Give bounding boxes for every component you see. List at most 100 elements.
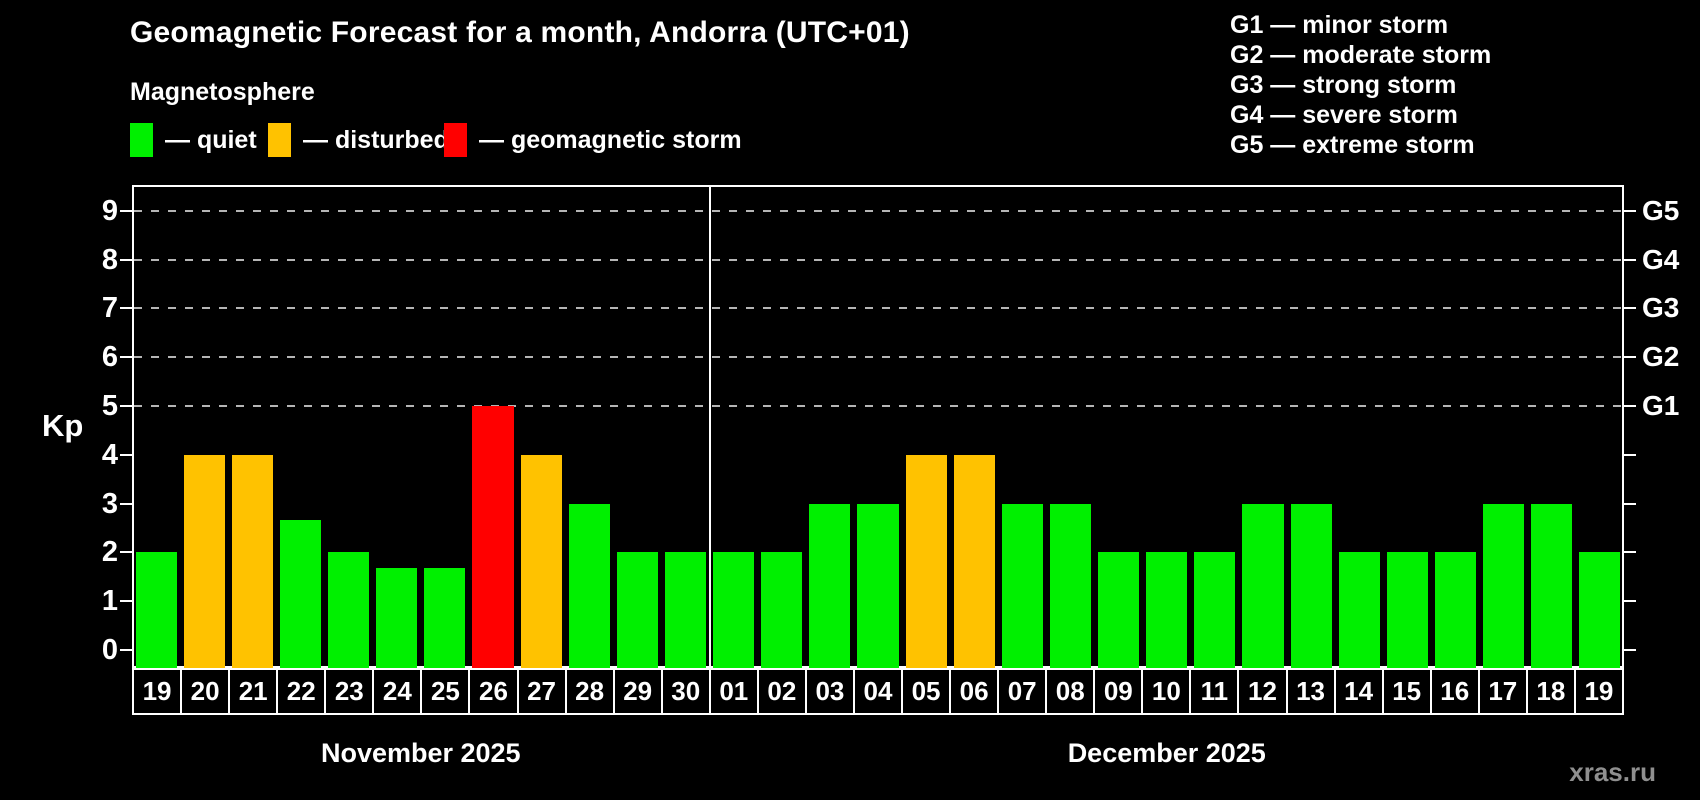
day-label-cell: 24 — [372, 668, 423, 715]
g-axis-label: G1 — [1642, 390, 1680, 421]
y-axis-tick — [1624, 258, 1636, 261]
day-label-cell: 29 — [612, 668, 663, 715]
y-axis-tick — [1624, 307, 1636, 310]
bar — [616, 552, 658, 668]
y-axis-tick — [1624, 209, 1636, 212]
day-label-cell: 06 — [949, 668, 1000, 715]
day-label-cell: 15 — [1381, 668, 1432, 715]
month-label: December 2025 — [1067, 738, 1266, 768]
day-label-cell: 23 — [324, 668, 375, 715]
y-axis-tick — [120, 453, 132, 456]
bar — [1146, 552, 1188, 668]
bar — [424, 568, 466, 668]
day-label-cell: 18 — [1525, 668, 1576, 715]
grid-line — [134, 209, 1622, 212]
y-axis-label: 1 — [101, 585, 118, 618]
storm-scale-g3: G3 — strong storm — [1230, 71, 1457, 99]
bar — [1434, 552, 1477, 668]
bar — [1531, 503, 1573, 668]
magnetosphere-subtitle: Magnetosphere — [130, 78, 315, 106]
day-label-cell: 14 — [1333, 668, 1384, 715]
day-label-cell: 30 — [660, 668, 711, 715]
y-axis-tick — [120, 600, 132, 603]
day-label-cell: 11 — [1189, 668, 1240, 715]
day-label-cell: 04 — [852, 668, 903, 715]
y-axis-tick — [120, 649, 132, 651]
month-label: November 2025 — [320, 738, 521, 768]
storm-scale-g1: G1 — minor storm — [1230, 11, 1449, 39]
bar — [905, 454, 947, 668]
day-label-cell: 07 — [997, 668, 1048, 715]
bar — [1386, 552, 1428, 668]
y-axis-tick — [120, 307, 132, 310]
bar — [1483, 503, 1525, 668]
legend-item-storm: — geomagnetic storm — [444, 122, 742, 158]
day-label-cell: 19 — [132, 668, 183, 715]
day-label-cell: 10 — [1141, 668, 1192, 715]
y-axis-label: 6 — [101, 341, 118, 374]
y-axis-tick — [120, 502, 132, 505]
bar — [520, 454, 562, 668]
legend-label-disturbed: — disturbed — [303, 125, 449, 154]
y-axis-tick — [120, 356, 132, 359]
g-axis-label: G2 — [1642, 341, 1680, 373]
y-axis-tick — [1624, 356, 1636, 359]
legend-label-quiet: — quiet — [165, 125, 257, 154]
y-axis-tick — [1624, 551, 1636, 554]
day-label-cell: 21 — [228, 668, 279, 715]
bar — [664, 552, 707, 668]
bar — [1579, 552, 1621, 668]
bar — [568, 503, 610, 668]
day-label-cell: 03 — [804, 668, 855, 715]
y-axis-label: 0 — [101, 634, 118, 666]
bar — [328, 552, 370, 668]
month-divider-line — [708, 185, 711, 668]
y-axis-label: 5 — [101, 390, 118, 422]
day-label-row: 19 20 21 22 23 24 25 26 27 28 29 30 01 02 03 04 05 06 07 08… — [132, 668, 1624, 715]
bar — [376, 568, 418, 668]
bar — [1242, 503, 1284, 668]
day-label-cell: 17 — [1477, 668, 1528, 715]
storm-scale-g2: G2 — moderate storm — [1230, 41, 1492, 69]
bar — [1194, 552, 1236, 668]
y-axis-label: 7 — [101, 292, 118, 325]
grid-line — [134, 405, 1622, 407]
storm-scale-g5: G5 — extreme storm — [1230, 131, 1475, 159]
legend-item-disturbed: — disturbed — [268, 122, 449, 158]
day-label-cell: 22 — [276, 668, 327, 715]
bar — [1338, 552, 1380, 668]
y-axis-tick — [1624, 502, 1636, 505]
y-axis-tick — [120, 405, 132, 407]
y-axis-tick — [1624, 649, 1636, 651]
y-axis-tick — [1624, 453, 1636, 456]
y-axis-label: 3 — [101, 487, 118, 520]
day-label-cell: 16 — [1429, 668, 1480, 715]
y-axis-tick — [1624, 405, 1636, 407]
storm-scale-legend: G1 — minor storm G2 — moderate storm G3 … — [1230, 10, 1491, 160]
day-label-cell: 05 — [901, 668, 952, 715]
bar — [713, 552, 755, 668]
day-label-cell: 01 — [708, 668, 759, 715]
g-axis-label: G3 — [1642, 292, 1680, 324]
day-label-cell: 19 — [1573, 668, 1624, 715]
y-axis-tick — [120, 209, 132, 212]
y-axis-label: 9 — [101, 194, 118, 227]
bar — [472, 405, 514, 668]
day-label-cell: 08 — [1045, 668, 1096, 715]
day-label-cell: 26 — [468, 668, 519, 715]
bar — [1098, 552, 1140, 668]
day-label-cell: 27 — [516, 668, 567, 715]
y-axis-label: 2 — [101, 536, 118, 569]
legend-item-quiet: — quiet — [130, 122, 257, 158]
grid-line — [134, 307, 1622, 310]
bar — [761, 552, 803, 668]
g-axis-label: G5 — [1642, 194, 1680, 226]
day-label-cell: 02 — [756, 668, 807, 715]
bar — [1290, 503, 1332, 668]
grid-line — [134, 356, 1622, 359]
grid-line — [134, 258, 1622, 261]
g-axis-label: G4 — [1642, 243, 1680, 275]
day-label-cell: 12 — [1237, 668, 1288, 715]
day-label-cell: 09 — [1093, 668, 1144, 715]
